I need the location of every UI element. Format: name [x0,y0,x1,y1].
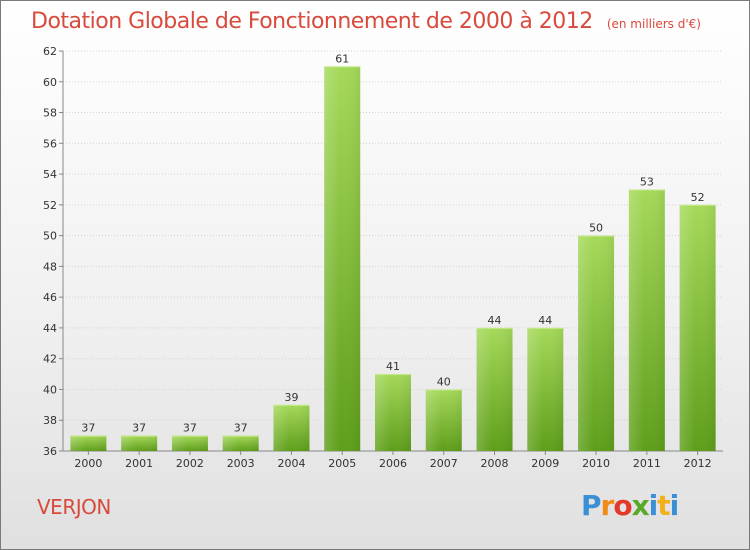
bar-highlight [273,404,310,451]
x-tick-label: 2009 [531,457,559,470]
y-tick-label: 62 [43,45,57,58]
data-label: 37 [234,422,248,435]
data-label: 44 [488,314,502,327]
chart-title-text: Dotation Globale de Fonctionnement de 20… [31,9,593,34]
bar-highlight [324,66,361,451]
data-label: 44 [538,314,552,327]
data-label: 39 [284,391,298,404]
logo-letter: i [648,489,659,522]
data-label: 61 [335,52,349,65]
y-tick-label: 46 [43,291,57,304]
y-tick-label: 42 [43,353,57,366]
chart-title: Dotation Globale de Fonctionnement de 20… [31,9,701,34]
x-tick-label: 2008 [481,457,509,470]
y-tick-label: 48 [43,260,57,273]
y-tick-label: 38 [43,414,57,427]
bar-highlight [121,435,158,451]
data-label: 40 [437,375,451,388]
logo-letter: x [631,489,650,522]
x-tick-label: 2001 [125,457,153,470]
x-tick-label: 2000 [74,457,102,470]
x-tick-label: 2011 [633,457,661,470]
data-label: 37 [183,422,197,435]
bar-highlight [578,235,615,451]
x-tick-label: 2004 [277,457,305,470]
bar-highlight [628,189,665,451]
x-tick-label: 2006 [379,457,407,470]
logo-letter: P [581,489,602,522]
bar-highlight [425,389,462,451]
bar-highlight [476,327,513,451]
bar-highlight [171,435,208,451]
labels: 36 38 40 42 44 46 48 50 52 54 56 58 60 62 37 2000 37 2001… [43,45,712,470]
y-tick-label: 52 [43,199,57,212]
y-tick-label: 54 [43,168,57,181]
logo-letter: o [613,489,632,522]
data-label: 37 [132,422,146,435]
logo-letter: t [657,489,670,522]
commune-name: VERJON [37,495,111,519]
y-tick-label: 58 [43,107,57,120]
bar-highlight [375,374,411,451]
y-tick-label: 60 [43,76,57,89]
y-tick-label: 44 [43,322,57,335]
x-tick-label: 2007 [430,457,458,470]
data-label: 41 [386,360,400,373]
x-tick-label: 2010 [582,457,610,470]
y-tick-label: 36 [43,445,57,458]
bar-highlight [679,204,716,451]
data-label: 52 [691,191,705,204]
bar-highlight [222,435,259,451]
bar-highlight [527,327,564,451]
x-tick-label: 2012 [684,457,712,470]
x-tick-label: 2002 [176,457,204,470]
data-label: 50 [589,222,603,235]
logo-letter: r [600,489,615,522]
data-label: 37 [81,422,95,435]
x-tick-label: 2005 [328,457,356,470]
bars [70,66,716,451]
y-tick-label: 40 [43,383,57,396]
logo-letter: i [669,489,680,522]
x-tick-label: 2003 [227,457,255,470]
proxiti-logo: Proxiti [581,489,680,522]
data-label: 53 [640,175,654,188]
chart-unit-subtitle: (en milliers d'€) [606,17,701,31]
bar-highlight [70,435,107,451]
y-tick-label: 56 [43,137,57,150]
y-tick-label: 50 [43,230,57,243]
